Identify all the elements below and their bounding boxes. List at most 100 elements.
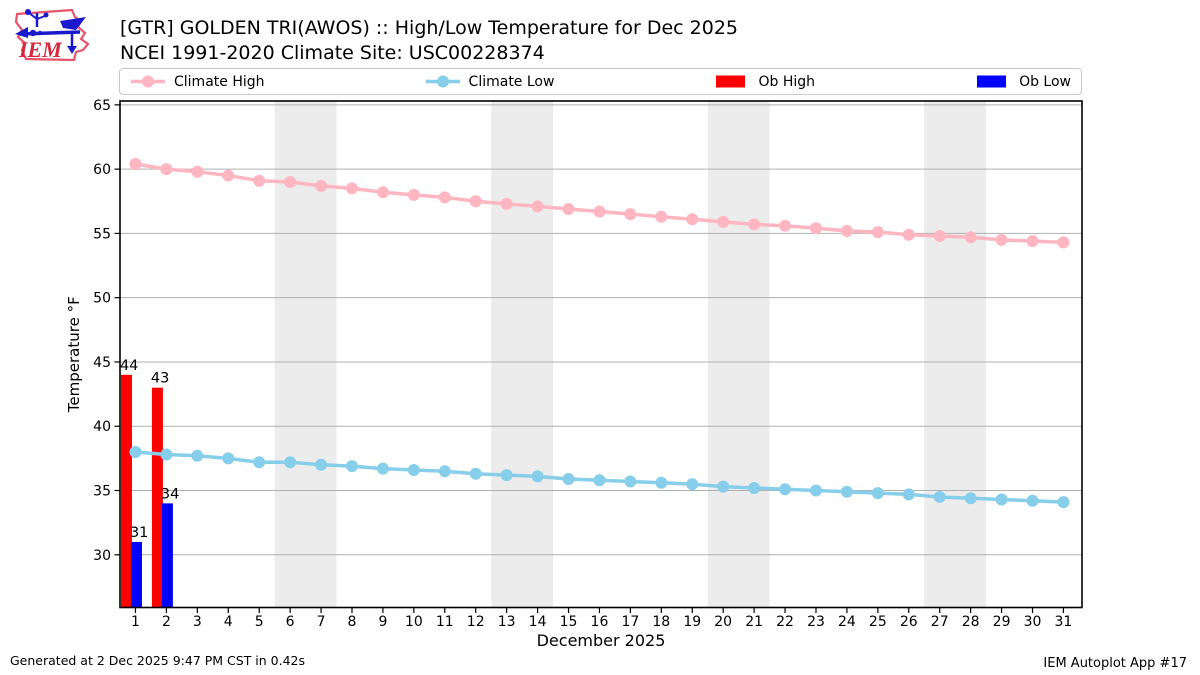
climate-high-marker <box>624 208 637 221</box>
x-axis-label: December 2025 <box>537 631 666 650</box>
climate-high-swatch-icon <box>131 75 165 88</box>
climate-high-marker <box>562 202 575 215</box>
x-tick-label: 22 <box>776 614 794 630</box>
x-tick-label: 6 <box>286 614 295 630</box>
x-tick-label: 11 <box>436 614 454 630</box>
climate-high-marker <box>345 182 358 195</box>
chart-title: [GTR] GOLDEN TRI(AWOS) :: High/Low Tempe… <box>120 17 738 39</box>
climate-high-marker <box>222 169 235 182</box>
x-tick-label: 20 <box>714 614 732 630</box>
weather-vane-icon <box>15 9 86 54</box>
climate-high-marker <box>469 195 482 208</box>
x-tick-label: 31 <box>1055 614 1073 630</box>
x-tick-label: 3 <box>193 614 202 630</box>
ob-low-bars: 31 34 <box>130 486 179 608</box>
x-tick-label: 23 <box>807 614 825 630</box>
climate-high-marker <box>871 226 884 239</box>
ob-low-bar <box>130 541 142 608</box>
ob-low-value-label: 31 <box>130 525 148 541</box>
climate-low-marker <box>840 485 853 498</box>
x-tick-label: 26 <box>900 614 918 630</box>
climate-high-marker <box>129 157 142 170</box>
x-tick-label: 27 <box>931 614 949 630</box>
climate-low-marker <box>655 476 668 489</box>
y-tick-label: 65 <box>93 98 111 114</box>
x-tick-label: 8 <box>348 614 357 630</box>
climate-high-marker <box>407 188 420 201</box>
climate-low-marker <box>376 462 389 475</box>
x-tick-label: 2 <box>162 614 171 630</box>
x-tick-label: 14 <box>529 614 547 630</box>
climate-low-marker <box>717 480 730 493</box>
climate-high-marker <box>160 163 173 176</box>
climate-low-marker <box>624 475 637 488</box>
climate-high-marker <box>964 231 977 244</box>
weekend-band <box>491 101 554 608</box>
climate-low-marker <box>253 456 266 469</box>
x-tick-label: 28 <box>962 614 980 630</box>
x-tick-label: 24 <box>838 614 856 630</box>
legend-item-ob-low: Ob Low <box>975 74 1071 90</box>
ob-high-bars: 44 43 <box>120 358 169 608</box>
x-tick-label: 16 <box>591 614 609 630</box>
y-axis: 30 35 40 45 50 55 60 65 <box>93 98 120 564</box>
iem-logo: IEM <box>14 8 90 62</box>
ob-high-bar <box>151 387 163 608</box>
weekend-band <box>924 101 987 608</box>
climate-high-marker <box>995 233 1008 246</box>
climate-low-swatch-icon <box>425 75 460 88</box>
climate-low-marker <box>871 487 884 500</box>
ob-high-swatch-icon <box>716 75 746 88</box>
climate-low-marker <box>284 456 297 469</box>
x-tick-label: 7 <box>317 614 326 630</box>
climate-high-marker <box>531 200 544 213</box>
chart-subtitle: NCEI 1991-2020 Climate Site: USC00228374 <box>120 42 545 64</box>
legend-label: Climate Low <box>468 73 555 90</box>
y-tick-label: 55 <box>93 226 111 242</box>
climate-low-marker <box>531 470 544 483</box>
climate-low-marker <box>964 492 977 505</box>
climate-low-marker <box>809 484 822 497</box>
x-tick-label: 9 <box>378 614 387 630</box>
ob-low-swatch-icon <box>977 75 1007 88</box>
climate-low-marker <box>933 490 946 503</box>
climate-high-marker <box>809 222 822 235</box>
climate-high-marker <box>593 205 606 218</box>
generated-timestamp: Generated at 2 Dec 2025 9:47 PM CST in 0… <box>10 653 306 668</box>
climate-high-marker <box>717 215 730 228</box>
climate-high-marker <box>840 224 853 237</box>
x-tick-label: 21 <box>745 614 763 630</box>
climate-high-series <box>129 157 1070 249</box>
ob-high-value-label: 44 <box>120 358 138 374</box>
climate-low-marker <box>407 463 420 476</box>
climate-high-marker <box>748 218 761 231</box>
climate-low-marker <box>779 483 792 496</box>
y-gridlines <box>120 104 1082 556</box>
climate-high-marker <box>191 165 204 178</box>
legend-label: Ob Low <box>1019 73 1071 90</box>
y-tick-label: 35 <box>93 484 111 500</box>
climate-low-marker <box>160 448 173 461</box>
x-tick-label: 18 <box>652 614 670 630</box>
legend-item-climate-high: Climate High <box>130 74 265 90</box>
climate-high-marker <box>376 186 389 199</box>
weekend-band <box>274 101 337 608</box>
climate-high-marker <box>779 219 792 232</box>
climate-low-marker <box>222 452 235 465</box>
x-tick-label: 19 <box>683 614 701 630</box>
x-tick-label: 12 <box>467 614 485 630</box>
weekend-band <box>707 101 770 608</box>
climate-low-marker <box>191 449 204 462</box>
climate-low-marker <box>1057 496 1070 509</box>
climate-low-marker <box>315 458 328 471</box>
ob-low-bar <box>161 503 173 608</box>
climate-low-marker <box>902 488 915 501</box>
climate-low-marker <box>686 478 699 491</box>
x-tick-label: 25 <box>869 614 887 630</box>
climate-low-marker <box>593 474 606 487</box>
climate-high-marker <box>315 179 328 192</box>
climate-high-marker <box>253 174 266 187</box>
climate-high-marker <box>933 229 946 242</box>
chart-legend: Climate High Climate Low Ob High Ob Low <box>119 68 1082 95</box>
